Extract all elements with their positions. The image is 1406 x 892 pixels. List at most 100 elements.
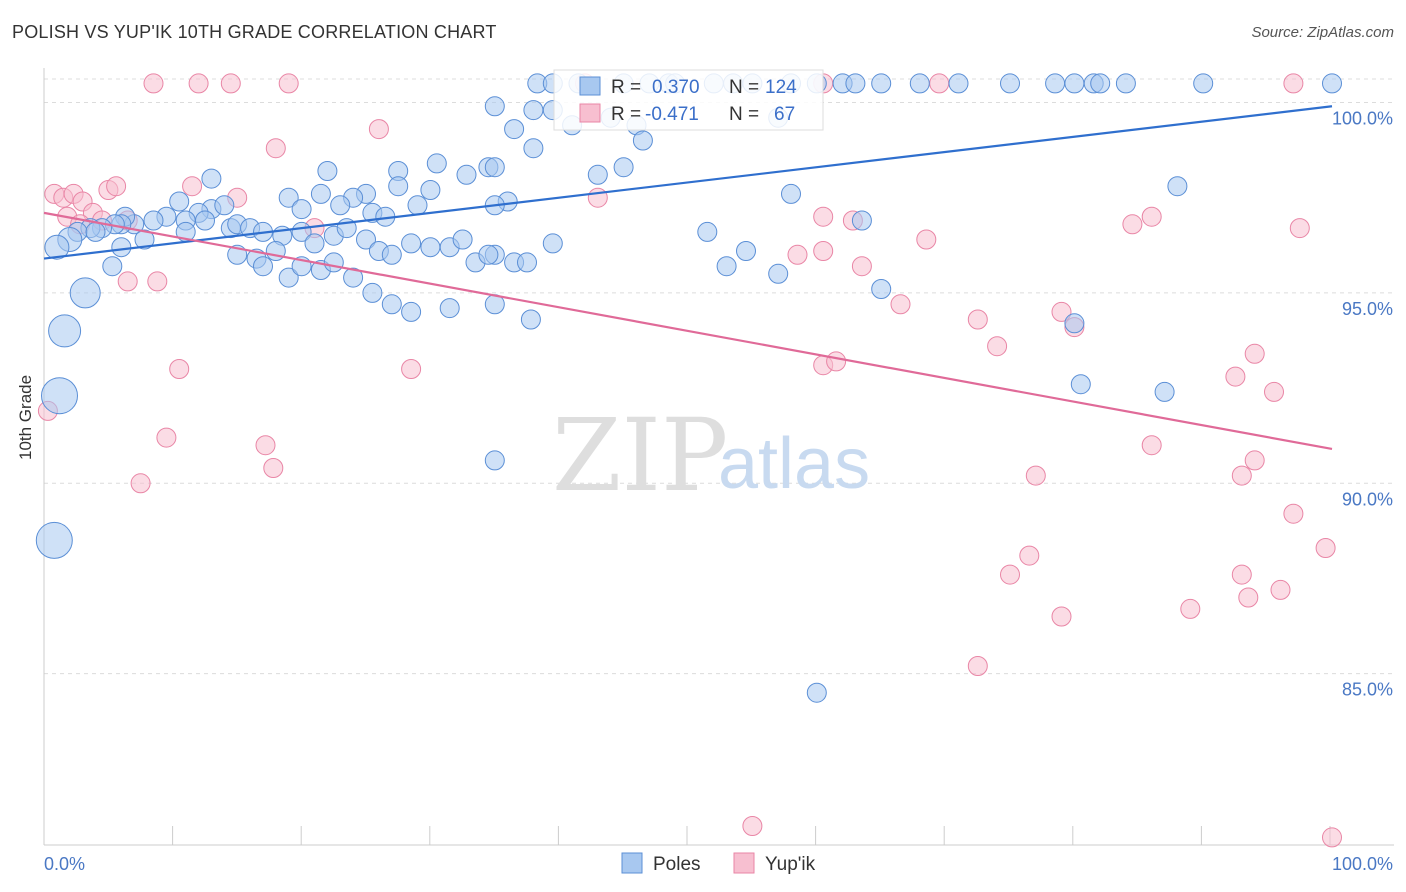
- poles-point-119: [716, 256, 737, 277]
- poles-points: [35, 73, 1342, 703]
- poles-point-83: [356, 229, 376, 250]
- yupik-point-50: [255, 435, 276, 456]
- poles-point-19: [1064, 73, 1085, 94]
- poles-point-115: [520, 309, 541, 330]
- y-tick-label-1: 95.0%: [1342, 299, 1393, 319]
- poles-point-130: [1154, 381, 1175, 402]
- yupik-point-46: [1225, 366, 1246, 387]
- poles-point-123: [102, 256, 123, 277]
- yupik-point-36: [1051, 301, 1072, 322]
- yupik-point-65: [1270, 579, 1291, 600]
- poles-point-122: [871, 279, 892, 299]
- poles-point-118: [736, 241, 756, 261]
- poles-point-57: [1167, 176, 1188, 197]
- yupik-point-67: [742, 816, 763, 836]
- stats-yupik-n-value: 67: [774, 104, 795, 125]
- poles-point-46: [310, 183, 331, 204]
- yupik-point-24: [182, 176, 203, 197]
- poles-point-125: [48, 314, 82, 348]
- yupik-point-1: [188, 73, 209, 94]
- y-tick-label-3: 85.0%: [1342, 680, 1393, 700]
- poles-point-44: [420, 180, 441, 200]
- poles-point-14: [871, 73, 892, 94]
- poles-point-58: [781, 183, 801, 204]
- legend-yupik-swatch: [733, 852, 755, 874]
- chart-title: POLISH VS YUP'IK 10TH GRADE CORRELATION …: [12, 22, 497, 42]
- poles-point-120: [768, 263, 789, 284]
- poles-point-32: [504, 119, 525, 140]
- yupik-point-9: [265, 138, 286, 159]
- yupik-point-44: [169, 359, 190, 379]
- poles-point-40: [426, 153, 447, 174]
- yupik-points: [37, 73, 1342, 848]
- poles-point-39: [317, 161, 338, 181]
- yupik-point-32: [916, 229, 937, 250]
- yupik-point-10: [587, 187, 608, 208]
- poles-point-103: [253, 256, 273, 277]
- poles-point-34: [523, 138, 544, 159]
- poles-point-41: [484, 157, 505, 178]
- poles-point-128: [1064, 313, 1085, 334]
- poles-point-129: [1070, 374, 1091, 395]
- yupik-point-49: [156, 427, 177, 448]
- yupik-point-42: [826, 351, 847, 372]
- poles-point-73: [195, 210, 215, 231]
- yupik-point-51: [263, 458, 284, 478]
- legend-poles-swatch: [621, 852, 643, 874]
- poles-point-43: [201, 168, 222, 189]
- yupik-point-29: [787, 244, 808, 265]
- poles-trend-line: [43, 105, 1333, 260]
- poles-point-23: [1193, 73, 1214, 94]
- poles-point-22: [1115, 73, 1136, 94]
- poles-point-86: [401, 233, 422, 254]
- stats-poles-swatch: [579, 76, 601, 96]
- poles-point-124: [69, 277, 101, 309]
- yupik-point-60: [1019, 545, 1040, 566]
- yupik-point-57: [1283, 503, 1304, 524]
- yupik-point-58: [1315, 538, 1336, 558]
- poles-point-33: [632, 130, 653, 151]
- stats-poles-n-label: N =: [729, 77, 759, 98]
- legend: Poles Yup'ik: [621, 852, 816, 875]
- stats-yupik-r-label: R =: [611, 104, 641, 125]
- poles-point-16: [948, 73, 969, 94]
- yupik-point-30: [813, 241, 834, 261]
- poles-point-98: [85, 221, 106, 242]
- poles-point-62: [169, 191, 190, 212]
- poles-point-18: [1045, 73, 1066, 94]
- poles-point-50: [330, 195, 351, 216]
- stats-yupik-swatch: [579, 103, 601, 123]
- yupik-point-38: [1122, 214, 1143, 235]
- yupik-point-6: [929, 73, 950, 94]
- yupik-point-52: [130, 473, 151, 494]
- yupik-point-39: [1141, 206, 1162, 227]
- poles-point-25: [484, 96, 505, 117]
- stats-yupik-r-value: -0.471: [645, 104, 699, 125]
- x-tick-labels: 0.0% 100.0%: [44, 854, 1393, 874]
- poles-point-42: [613, 157, 634, 178]
- poles-point-37: [587, 164, 608, 185]
- poles-point-21: [1090, 73, 1111, 94]
- poles-point-117: [697, 221, 718, 242]
- poles-point-105: [278, 267, 299, 288]
- yupik-point-54: [1141, 435, 1162, 456]
- legend-yupik-label: Yup'ik: [765, 854, 816, 875]
- yupik-point-35: [987, 336, 1008, 357]
- poles-point-52: [407, 195, 428, 216]
- yupik-point-56: [1231, 465, 1252, 486]
- yupik-point-63: [1231, 564, 1252, 585]
- poles-point-15: [909, 73, 930, 94]
- yupik-point-64: [1238, 587, 1259, 608]
- trend-lines: [43, 105, 1333, 451]
- poles-point-131: [484, 450, 505, 471]
- yupik-point-47: [1264, 381, 1284, 402]
- yupik-point-11: [813, 206, 834, 227]
- yupik-point-31: [851, 256, 872, 277]
- legend-poles-label: Poles: [653, 854, 701, 875]
- yupik-point-19: [106, 176, 127, 197]
- yupik-point-62: [1180, 598, 1201, 619]
- poles-point-112: [401, 301, 422, 322]
- gridlines: [44, 78, 1394, 675]
- stats-box: R = 0.370 N = 124 R = -0.471 N = 67: [553, 69, 824, 131]
